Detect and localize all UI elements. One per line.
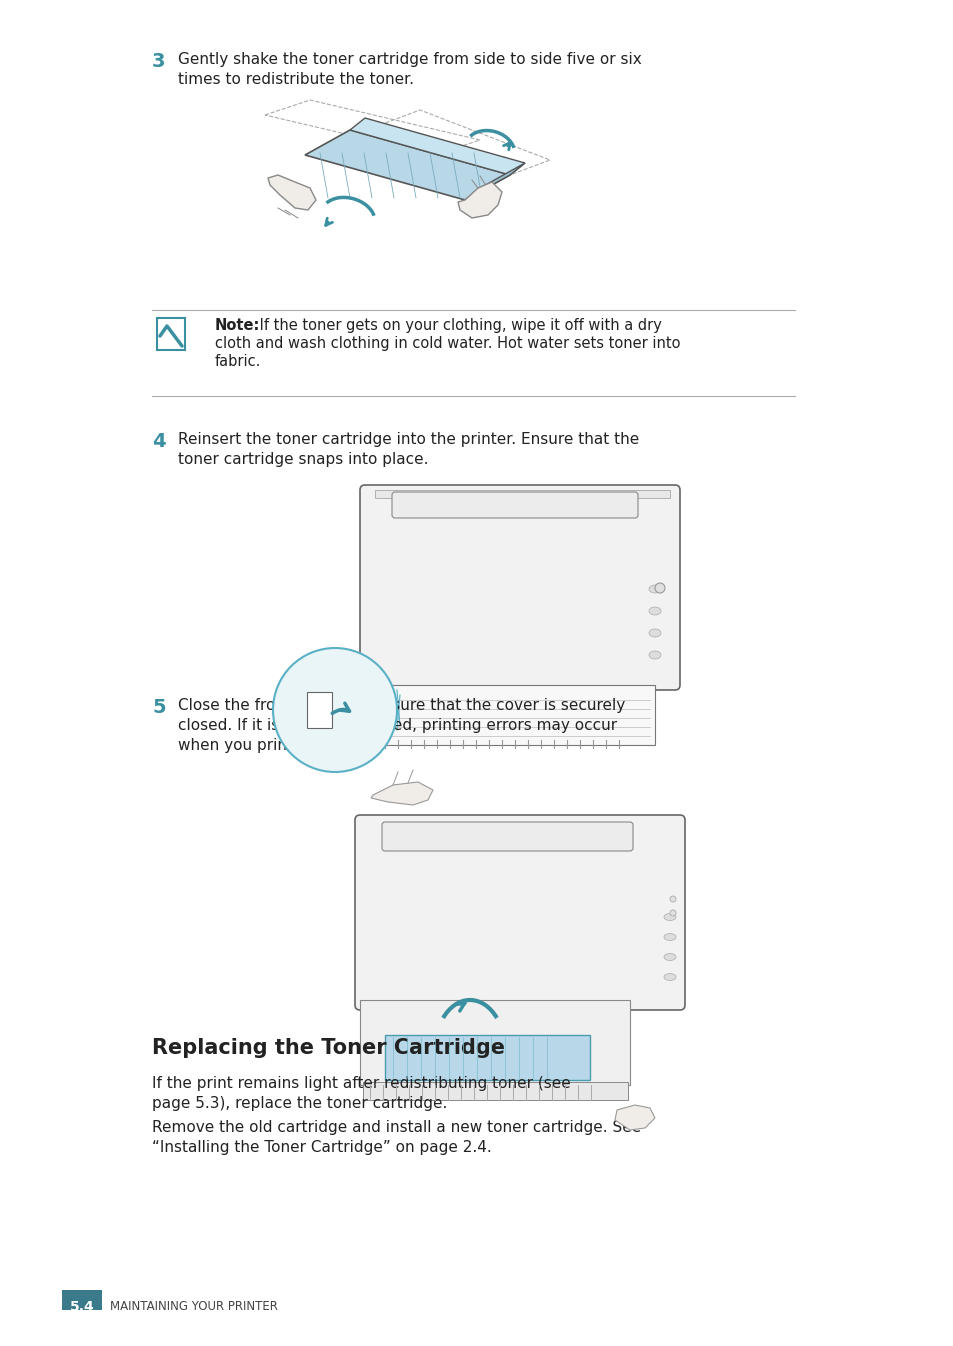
Text: times to redistribute the toner.: times to redistribute the toner. [178, 71, 414, 87]
Polygon shape [305, 131, 510, 201]
Text: toner cartridge snaps into place.: toner cartridge snaps into place. [178, 452, 428, 467]
Text: 4: 4 [152, 432, 166, 451]
Polygon shape [268, 175, 315, 210]
Text: fabric.: fabric. [214, 354, 261, 369]
Circle shape [273, 647, 396, 773]
Text: page 5.3), replace the toner cartridge.: page 5.3), replace the toner cartridge. [152, 1096, 447, 1110]
Ellipse shape [648, 607, 660, 615]
Bar [62, 1289, 102, 1310]
Text: 5: 5 [152, 699, 166, 717]
Text: If the print remains light after redistributing toner (see: If the print remains light after redistr… [152, 1075, 570, 1092]
Ellipse shape [648, 586, 660, 594]
Text: Reinsert the toner cartridge into the printer. Ensure that the: Reinsert the toner cartridge into the pr… [178, 432, 639, 447]
Text: Close the front cover. Make sure that the cover is securely: Close the front cover. Make sure that th… [178, 699, 624, 713]
Text: Replacing the Toner Cartridge: Replacing the Toner Cartridge [152, 1038, 504, 1058]
FancyBboxPatch shape [355, 814, 684, 1010]
Text: 3: 3 [152, 52, 165, 71]
Polygon shape [350, 118, 524, 175]
Ellipse shape [663, 973, 676, 980]
Text: Note:: Note: [214, 318, 260, 332]
Polygon shape [464, 163, 524, 201]
Bar [375, 490, 669, 498]
Text: “Installing the Toner Cartridge” on page 2.4.: “Installing the Toner Cartridge” on page… [152, 1140, 491, 1155]
Text: Remove the old cartridge and install a new toner cartridge. See: Remove the old cartridge and install a n… [152, 1120, 640, 1135]
Text: when you print.: when you print. [178, 738, 297, 752]
Ellipse shape [663, 914, 676, 921]
Polygon shape [615, 1105, 655, 1131]
Text: 5.4: 5.4 [70, 1300, 94, 1314]
Circle shape [655, 583, 664, 594]
Bar [365, 685, 655, 744]
FancyBboxPatch shape [359, 485, 679, 690]
Ellipse shape [648, 651, 660, 660]
Ellipse shape [663, 934, 676, 941]
Circle shape [669, 910, 676, 917]
FancyBboxPatch shape [381, 822, 633, 851]
Bar [385, 1035, 589, 1079]
Text: cloth and wash clothing in cold water. Hot water sets toner into: cloth and wash clothing in cold water. H… [214, 336, 679, 351]
Text: MAINTAINING YOUR PRINTER: MAINTAINING YOUR PRINTER [110, 1300, 277, 1312]
Circle shape [669, 896, 676, 902]
FancyBboxPatch shape [392, 493, 638, 518]
Bar [359, 1000, 629, 1085]
Bar [307, 692, 332, 728]
Text: closed. If it is not firmly closed, printing errors may occur: closed. If it is not firmly closed, prin… [178, 717, 617, 734]
Bar [363, 1082, 627, 1100]
Ellipse shape [663, 953, 676, 961]
Polygon shape [457, 182, 501, 218]
Ellipse shape [648, 629, 660, 637]
Text: If the toner gets on your clothing, wipe it off with a dry: If the toner gets on your clothing, wipe… [254, 318, 661, 332]
Bar [157, 318, 185, 350]
Text: Gently shake the toner cartridge from side to side five or six: Gently shake the toner cartridge from si… [178, 52, 641, 67]
Polygon shape [371, 782, 433, 805]
